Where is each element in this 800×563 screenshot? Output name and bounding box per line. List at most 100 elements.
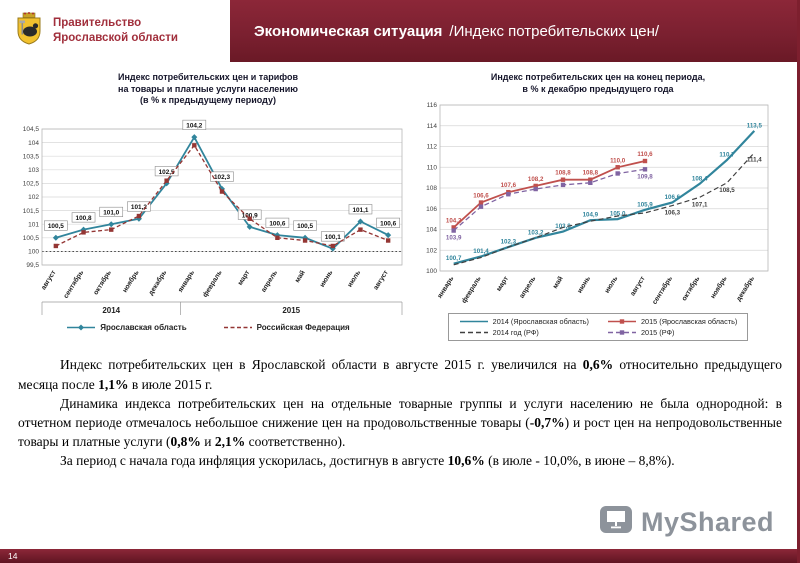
header: Правительство Ярославской области Эконом… xyxy=(0,0,800,62)
svg-text:100,6: 100,6 xyxy=(380,221,396,228)
logo-block: Правительство Ярославской области xyxy=(0,0,230,62)
svg-text:100,5: 100,5 xyxy=(297,223,313,230)
paragraph: Динамика индекса потребительских цен на … xyxy=(18,395,782,449)
svg-text:108,8: 108,8 xyxy=(555,170,571,177)
svg-text:101,0: 101,0 xyxy=(103,210,119,217)
svg-text:июнь: июнь xyxy=(576,276,592,295)
svg-text:2015: 2015 xyxy=(282,306,300,315)
svg-text:110: 110 xyxy=(427,165,438,172)
svg-text:октябрь: октябрь xyxy=(92,269,113,296)
svg-text:апрель: апрель xyxy=(519,276,538,300)
svg-text:100,7: 100,7 xyxy=(446,256,462,263)
svg-text:ноябрь: ноябрь xyxy=(709,275,729,300)
org-line2: Ярославской области xyxy=(53,32,178,44)
body-text: Индекс потребительских цен в Ярославской… xyxy=(18,355,782,470)
svg-text:март: март xyxy=(237,269,252,287)
svg-text:июль: июль xyxy=(347,269,363,288)
legend-item: 2014 (Ярославская область) xyxy=(459,317,589,327)
svg-text:108,4: 108,4 xyxy=(692,176,708,183)
svg-text:102: 102 xyxy=(426,248,437,255)
svg-text:101: 101 xyxy=(28,221,39,228)
svg-text:100: 100 xyxy=(426,269,437,276)
svg-text:103: 103 xyxy=(28,167,39,174)
svg-text:107,1: 107,1 xyxy=(692,202,708,209)
page-title-main: Экономическая ситуация xyxy=(254,22,443,40)
svg-text:сентябрь: сентябрь xyxy=(651,275,674,305)
svg-text:июль: июль xyxy=(604,276,620,295)
monthly-ipc-chart-legend: Ярославская область Российская Федерация xyxy=(66,323,350,333)
svg-text:102,3: 102,3 xyxy=(214,174,230,181)
cumulative-ipc-chart-legend: 2014 (Ярославская область) 2015 (Ярославс… xyxy=(447,313,749,342)
myshared-icon xyxy=(599,505,633,539)
monthly-ipc-chart-title: Индекс потребительских цен и тарифов на т… xyxy=(117,72,299,106)
coat-of-arms-icon xyxy=(14,11,44,51)
legend-item: Ярославская область xyxy=(66,323,187,332)
cumulative-ipc-chart-title: Индекс потребительских цен на конец пери… xyxy=(490,72,706,94)
svg-text:январь: январь xyxy=(177,269,196,293)
page-title-sub: /Индекс потребительских цен/ xyxy=(449,22,660,40)
legend-item: Российская Федерация xyxy=(223,323,350,333)
svg-text:105,9: 105,9 xyxy=(637,202,653,209)
svg-text:116: 116 xyxy=(427,103,438,110)
svg-text:112: 112 xyxy=(427,144,438,151)
svg-text:январь: январь xyxy=(437,276,456,300)
svg-text:111,4: 111,4 xyxy=(747,157,762,164)
svg-text:104,5: 104,5 xyxy=(23,126,40,133)
svg-text:104,9: 104,9 xyxy=(583,212,599,219)
svg-text:101,5: 101,5 xyxy=(23,208,40,215)
svg-text:102,5: 102,5 xyxy=(23,181,40,188)
myshared-logo[interactable]: MyShared xyxy=(599,505,774,539)
slide-right-border xyxy=(797,0,800,563)
svg-text:114: 114 xyxy=(427,123,438,130)
svg-text:сентябрь: сентябрь xyxy=(62,269,85,300)
svg-text:100,8: 100,8 xyxy=(76,215,92,222)
svg-text:декабрь: декабрь xyxy=(735,275,757,303)
monthly-ipc-chart: Индекс потребительских цен и тарифов на т… xyxy=(6,72,410,341)
svg-text:103,5: 103,5 xyxy=(23,153,40,160)
svg-text:февраль: февраль xyxy=(202,269,224,298)
monthly-ipc-chart-canvas: 99,5 100 100,5 101 101,5 102 102,5 103 103,5 104 1… xyxy=(6,109,410,322)
cumulative-ipc-chart: Индекс потребительских цен на конец пери… xyxy=(414,72,782,342)
svg-text:108,8: 108,8 xyxy=(583,170,599,177)
svg-text:100,5: 100,5 xyxy=(23,235,40,242)
svg-text:106: 106 xyxy=(426,206,437,213)
svg-text:113,5: 113,5 xyxy=(747,123,763,130)
svg-text:август: август xyxy=(373,269,391,292)
svg-text:105,0: 105,0 xyxy=(610,211,626,218)
svg-text:99,5: 99,5 xyxy=(26,262,39,269)
svg-text:2014: 2014 xyxy=(102,306,120,315)
org-name: Правительство Ярославской области xyxy=(53,16,178,46)
cumulative-ipc-chart-canvas: 100 102 104 106 108 110 112 114 116 январь февраль… xyxy=(414,97,782,310)
svg-text:101,1: 101,1 xyxy=(352,207,368,214)
svg-text:100,5: 100,5 xyxy=(48,223,64,230)
svg-text:ноябрь: ноябрь xyxy=(121,269,141,294)
svg-text:май: май xyxy=(551,275,565,290)
svg-text:110,6: 110,6 xyxy=(637,151,653,158)
svg-text:106,3: 106,3 xyxy=(665,210,681,217)
legend-item: 2014 год (РФ) xyxy=(459,328,539,338)
svg-text:октябрь: октябрь xyxy=(680,275,701,302)
org-line1: Правительство xyxy=(53,17,142,30)
svg-text:102,5: 102,5 xyxy=(159,169,175,176)
svg-text:февраль: февраль xyxy=(461,276,483,305)
svg-text:104: 104 xyxy=(28,140,39,147)
svg-text:июнь: июнь xyxy=(319,269,335,288)
svg-text:103,9: 103,9 xyxy=(446,235,462,242)
charts-row: Индекс потребительских цен и тарифов на т… xyxy=(0,62,800,342)
svg-text:106,6: 106,6 xyxy=(473,193,489,200)
myshared-wordmark: MyShared xyxy=(640,506,774,537)
svg-text:103,2: 103,2 xyxy=(528,230,544,237)
svg-text:104,2: 104,2 xyxy=(186,123,202,130)
svg-text:106,6: 106,6 xyxy=(665,194,681,201)
svg-text:август: август xyxy=(629,275,647,298)
svg-text:110,7: 110,7 xyxy=(719,152,735,159)
svg-text:108: 108 xyxy=(426,186,437,193)
svg-text:108,5: 108,5 xyxy=(719,187,735,194)
svg-text:апрель: апрель xyxy=(260,269,279,293)
svg-text:101,2: 101,2 xyxy=(131,204,147,211)
footer-bar: 14 xyxy=(0,549,800,563)
legend-item: 2015 (Ярославская область) xyxy=(607,317,737,326)
svg-text:102,3: 102,3 xyxy=(501,239,517,246)
legend-item: 2015 (РФ) xyxy=(607,328,737,337)
paragraph: За период с начала года инфляция ускорил… xyxy=(60,453,675,469)
